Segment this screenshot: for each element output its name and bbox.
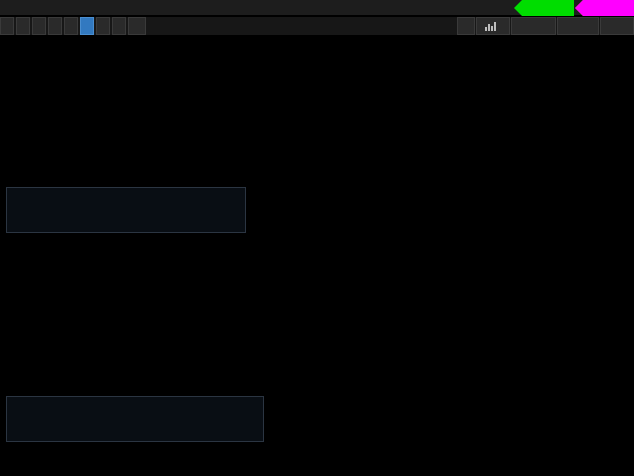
chart-icon (485, 21, 496, 31)
range-button-3d[interactable] (16, 17, 30, 35)
period-dropdown[interactable] (128, 17, 146, 35)
range-button-5y[interactable] (96, 17, 110, 35)
range-button-1m[interactable] (32, 17, 46, 35)
eurgbp-swatch (12, 423, 24, 435)
top-panel-legend (6, 187, 246, 233)
flag-button[interactable] (511, 17, 556, 35)
bottom-panel-legend (6, 396, 264, 442)
range-button-1d[interactable] (0, 17, 14, 35)
legend-item-eur-fra[interactable] (12, 191, 238, 210)
range-button-max[interactable] (112, 17, 126, 35)
range-button-1y-selected[interactable] (80, 17, 94, 35)
eurgbp-last-value-tag (575, 0, 634, 16)
legend-item-gbp-fra[interactable] (12, 210, 238, 229)
legend-item-spread[interactable] (12, 400, 256, 419)
toolbar (0, 17, 634, 35)
eur-fra-swatch (12, 195, 24, 207)
spread-last-value-tag (514, 0, 574, 16)
legend-item-eurgbp[interactable] (12, 419, 256, 438)
gbp-fra-swatch (12, 214, 24, 226)
range-button-ytd[interactable] (64, 17, 78, 35)
spread-swatch (12, 404, 24, 416)
range-button-6m[interactable] (48, 17, 62, 35)
security-study-button[interactable] (476, 17, 510, 35)
menu-bar (0, 0, 634, 16)
collapse-toolbar-button[interactable] (457, 17, 475, 35)
annotate-button[interactable] (557, 17, 599, 35)
